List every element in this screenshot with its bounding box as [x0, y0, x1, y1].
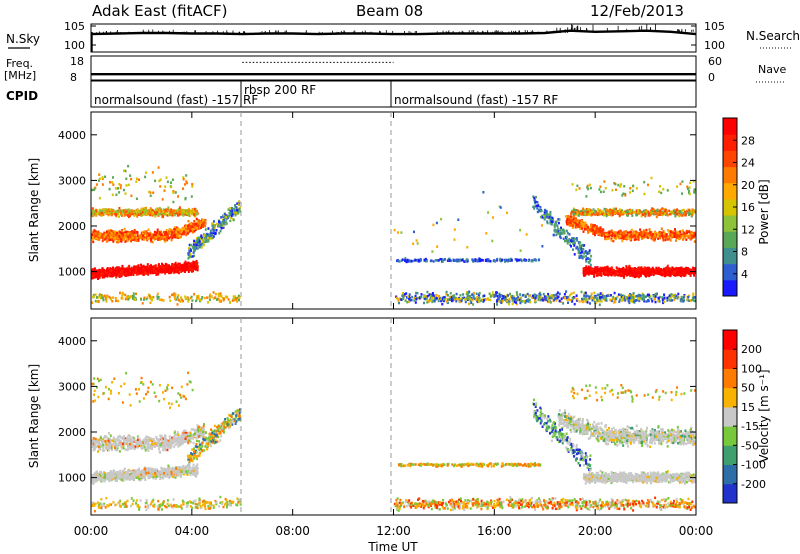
power-colorbar-swatch-0: [723, 279, 737, 297]
power-ytick-1: 3000: [58, 174, 86, 187]
xtick-6: 00:00: [679, 524, 714, 538]
velocity-colorbar-swatch-5: [723, 387, 737, 408]
xtick-2: 08:00: [275, 524, 310, 538]
velocity-colorbar-swatch-0: [723, 483, 737, 504]
cpid-segment-1: normalsound (fast) -157 RF: [94, 93, 258, 107]
velocity-colorbar-tick-1: 100: [741, 362, 762, 375]
cpid-panel: CPID normalsound (fast) -157 RF rbsp 200…: [6, 80, 697, 108]
velocity-colorbar-swatch-8: [723, 330, 737, 350]
power-colorbar-swatch-9: [723, 134, 737, 151]
freq-trace: [91, 61, 696, 76]
xaxis-label: Time UT: [367, 540, 418, 554]
velocity-ytick-3: 1000: [58, 472, 86, 485]
nsky-label: N.Sky: [6, 32, 40, 46]
power-colorbar-swatch-4: [723, 215, 737, 232]
power-colorbar-swatch-7: [723, 166, 737, 184]
velocity-ylabel: Slant Range [km]: [27, 364, 41, 468]
power-colorbar-swatch-8: [723, 150, 737, 168]
velocity-ytick-2: 2000: [58, 426, 86, 439]
velocity-colorbar-tick-0: 200: [741, 343, 762, 356]
power-colorbar-swatch-5: [723, 198, 737, 216]
freq-label: Freq.: [6, 57, 33, 70]
velocity-colorbar-swatch-1: [723, 464, 737, 485]
plot-title: Adak East (fitACF): [92, 2, 227, 20]
power-colorbar-tick-1: 24: [741, 157, 755, 170]
power-scatter: [91, 164, 696, 306]
power-colorbar-swatch-2: [723, 247, 737, 265]
xtick-0: 00:00: [74, 524, 109, 538]
power-colorbar-tick-5: 8: [741, 246, 748, 259]
velocity-colorbar-tick-7: -200: [741, 478, 766, 491]
power-colorbar-tick-3: 16: [741, 201, 755, 214]
velocity-colorbar-swatch-4: [723, 406, 737, 427]
power-panel: 4000 3000 2000 1000 Slant Range [km]: [27, 111, 697, 310]
power-ytick-2: 2000: [58, 220, 86, 233]
velocity-colorbar-swatch-6: [723, 368, 737, 389]
nsearch-label: N.Search: [746, 29, 800, 43]
velocity-colorbar-tick-2: 50: [741, 382, 755, 395]
nave-label: Nave: [758, 63, 786, 76]
freq-unit-label: [MHz]: [4, 69, 36, 82]
velocity-colorbar-label: Velocity [m s⁻¹]: [757, 369, 771, 462]
noise-panel: 105 100 105 100 N.Sky N.Search: [6, 20, 800, 53]
nsky-trace: [90, 23, 697, 52]
noise-right-tick-0: 105: [704, 20, 725, 33]
cpid-segment-3: normalsound (fast) -157 RF: [394, 93, 558, 107]
cpid-segment-2: rbsp 200 RF: [244, 83, 316, 97]
nave-tick-top: 60: [708, 55, 722, 68]
velocity-scatter: [91, 371, 696, 513]
noise-right-tick-1: 100: [704, 39, 725, 52]
velocity-colorbar-swatch-7: [723, 349, 737, 369]
nave-tick-bottom: 0: [708, 71, 715, 84]
power-colorbar-swatch-1: [723, 263, 737, 281]
velocity-colorbar-tick-4: -15: [741, 420, 759, 433]
xtick-4: 16:00: [477, 524, 512, 538]
velocity-panel: 4000 3000 2000 1000 00:00 04:00 08:00 12:00 16:…: [27, 112, 713, 554]
freq-panel: 18 8 60 0 Freq. [MHz] Nave: [4, 55, 786, 84]
power-ytick-0: 4000: [58, 129, 86, 142]
velocity-ytick-0: 4000: [58, 335, 86, 348]
power-ytick-3: 1000: [58, 266, 86, 279]
velocity-ytick-1: 3000: [58, 380, 86, 393]
xtick-5: 20:00: [578, 524, 613, 538]
power-colorbar-label: Power [dB]: [757, 179, 771, 244]
power-colorbar-swatch-10: [723, 118, 737, 135]
xtick-3: 12:00: [376, 524, 411, 538]
freq-tick-bottom: 8: [70, 71, 77, 84]
velocity-colorbar-swatch-3: [723, 426, 737, 446]
power-ylabel: Slant Range [km]: [27, 158, 41, 262]
noise-left-tick-0: 105: [64, 20, 85, 33]
velocity-colorbar: 200 100 50 15 -15 -50 -100 -200: [722, 329, 766, 504]
velocity-colorbar-swatch-2: [723, 445, 737, 465]
beam-label: Beam 08: [356, 2, 423, 20]
cpid-label: CPID: [6, 89, 38, 103]
velocity-colorbar-tick-6: -100: [741, 459, 766, 472]
xtick-1: 04:00: [175, 524, 210, 538]
freq-tick-top: 18: [70, 55, 84, 68]
velocity-colorbar-tick-3: 15: [741, 401, 755, 414]
power-colorbar-tick-4: 12: [741, 223, 755, 236]
power-colorbar: 28 24 20 16 12 8 4: [722, 117, 755, 297]
power-colorbar-tick-2: 20: [741, 179, 755, 192]
velocity-colorbar-tick-5: -50: [741, 439, 759, 452]
power-colorbar-tick-0: 28: [741, 134, 755, 147]
noise-left-tick-1: 100: [64, 39, 85, 52]
power-colorbar-swatch-6: [723, 182, 737, 200]
power-colorbar-swatch-3: [723, 231, 737, 248]
date-label: 12/Feb/2013: [590, 2, 684, 20]
power-colorbar-tick-6: 4: [741, 268, 748, 281]
